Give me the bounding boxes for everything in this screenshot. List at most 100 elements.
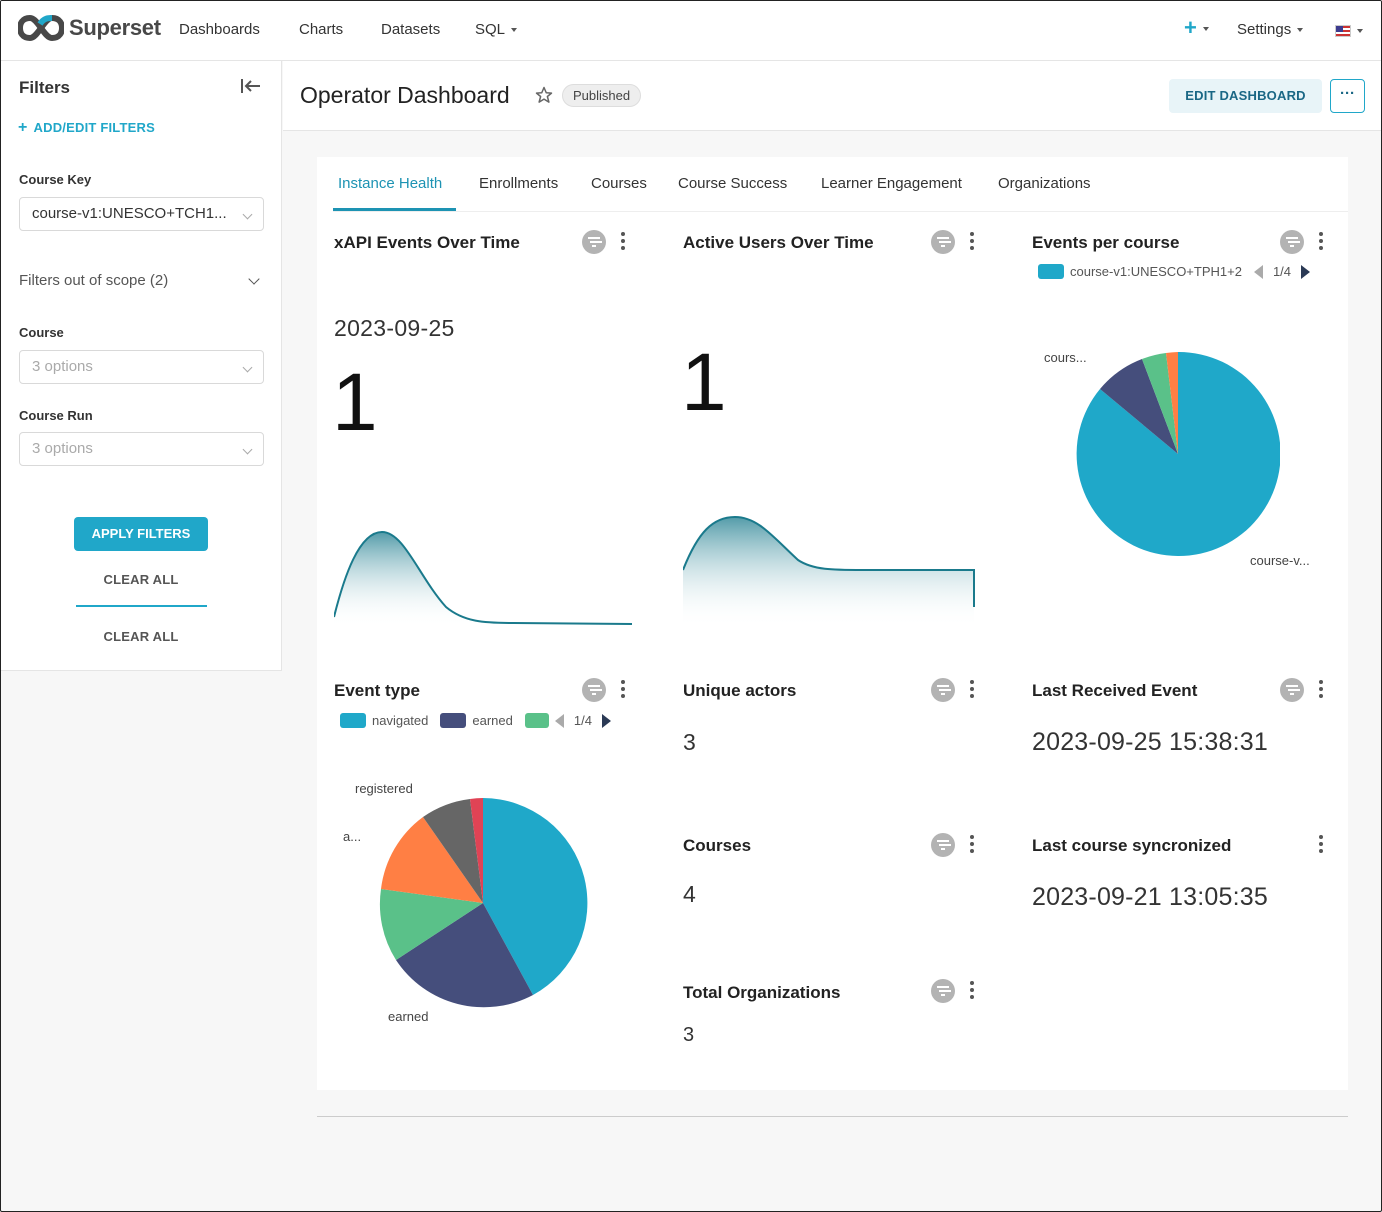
filter-icon[interactable] bbox=[582, 678, 606, 702]
active-tab-indicator bbox=[333, 208, 456, 211]
favorite-star-icon[interactable] bbox=[535, 86, 553, 104]
course-key-label: Course Key bbox=[19, 172, 92, 187]
more-vertical-icon[interactable] bbox=[619, 680, 627, 700]
filter-icon[interactable] bbox=[1280, 678, 1304, 702]
more-vertical-icon[interactable] bbox=[968, 680, 976, 700]
pie-slice[interactable] bbox=[1100, 359, 1178, 454]
events-per-course-legend: course-v1:UNESCO+TPH1+2 1/4 bbox=[1038, 264, 1311, 279]
events-per-course-pie[interactable] bbox=[1076, 352, 1280, 556]
course-run-label: Course Run bbox=[19, 408, 93, 423]
pie-slice[interactable] bbox=[396, 903, 533, 1008]
course-select[interactable]: 3 options bbox=[19, 350, 264, 384]
pie-slice[interactable] bbox=[381, 817, 483, 903]
content-bottom-divider bbox=[317, 1116, 1348, 1117]
chevron-down-icon bbox=[242, 209, 253, 220]
top-navbar: Superset Dashboards Charts Datasets SQL … bbox=[1, 1, 1381, 61]
edit-dashboard-button[interactable]: EDIT DASHBOARD bbox=[1169, 79, 1322, 113]
active-users-title: Active Users Over Time bbox=[683, 233, 874, 252]
plus-icon: + bbox=[18, 119, 28, 136]
filter-icon[interactable] bbox=[931, 833, 955, 857]
unique-actors-value: 3 bbox=[683, 729, 696, 755]
nav-charts[interactable]: Charts bbox=[299, 21, 344, 38]
more-vertical-icon[interactable] bbox=[1317, 232, 1325, 252]
add-edit-filters-button[interactable]: + ADD/EDIT FILTERS bbox=[18, 119, 155, 137]
filter-icon[interactable] bbox=[931, 678, 955, 702]
published-badge[interactable]: Published bbox=[562, 84, 642, 107]
legend-swatch bbox=[524, 713, 549, 728]
filter-icon[interactable] bbox=[582, 230, 606, 254]
events-per-course-title: Events per course bbox=[1032, 233, 1180, 252]
legend-prev-icon[interactable] bbox=[1253, 264, 1263, 279]
sidebar-divider bbox=[76, 605, 207, 607]
dashboard-tabs: Instance Health Enrollments Courses Cour… bbox=[333, 157, 1348, 212]
legend-swatch bbox=[440, 713, 467, 728]
clear-all-button[interactable]: CLEAR ALL bbox=[103, 572, 179, 587]
nav-sql[interactable]: SQL bbox=[475, 21, 518, 38]
tab-courses[interactable]: Courses bbox=[591, 175, 647, 192]
chevron-down-icon bbox=[242, 362, 253, 373]
nav-settings[interactable]: Settings bbox=[1237, 21, 1304, 38]
pie-slice[interactable] bbox=[379, 889, 483, 960]
apply-filters-button[interactable]: APPLY FILTERS bbox=[74, 517, 208, 551]
event-type-pie[interactable] bbox=[378, 798, 588, 1008]
chevron-down-icon bbox=[511, 28, 518, 33]
tab-enrollments[interactable]: Enrollments bbox=[479, 175, 559, 192]
pie-slice[interactable] bbox=[483, 798, 588, 995]
plus-icon[interactable]: + bbox=[1184, 15, 1209, 41]
more-vertical-icon[interactable] bbox=[968, 232, 976, 252]
course-run-select[interactable]: 3 options bbox=[19, 432, 264, 466]
more-vertical-icon[interactable] bbox=[1317, 835, 1325, 855]
more-vertical-icon[interactable] bbox=[968, 835, 976, 855]
legend-next-icon[interactable] bbox=[601, 713, 611, 728]
add-edit-filters-label: ADD/EDIT FILTERS bbox=[33, 120, 155, 135]
more-vertical-icon[interactable] bbox=[619, 232, 627, 252]
last-course-sync-value: 2023-09-21 13:05:35 bbox=[1032, 883, 1268, 911]
unique-actors-title: Unique actors bbox=[683, 681, 797, 700]
last-course-sync-title: Last course syncronized bbox=[1032, 836, 1232, 855]
course-key-select[interactable]: course-v1:UNESCO+TCH1... bbox=[19, 197, 264, 231]
out-of-scope-label: Filters out of scope (2) bbox=[19, 272, 169, 289]
dashboard-title: Operator Dashboard bbox=[300, 82, 510, 108]
language-flag-icon[interactable] bbox=[1335, 25, 1351, 37]
dashboard-header: Operator Dashboard Published EDIT DASHBO… bbox=[283, 61, 1381, 131]
filter-icon[interactable] bbox=[1280, 230, 1304, 254]
plus-icon-glyph: + bbox=[1184, 15, 1197, 40]
filter-icon[interactable] bbox=[931, 230, 955, 254]
nav-datasets[interactable]: Datasets bbox=[381, 21, 441, 38]
tab-course-success[interactable]: Course Success bbox=[678, 175, 788, 192]
pie-slice[interactable] bbox=[1076, 352, 1280, 556]
last-received-event-value: 2023-09-25 15:38:31 bbox=[1032, 728, 1268, 756]
superset-logo[interactable]: Superset bbox=[18, 14, 161, 42]
pie-slice[interactable] bbox=[1166, 352, 1178, 454]
filters-sidebar: Filters + ADD/EDIT FILTERS Course Key cou… bbox=[1, 61, 282, 671]
legend-prev-icon[interactable] bbox=[554, 713, 564, 728]
more-vertical-icon[interactable] bbox=[968, 981, 976, 1001]
tab-learner-engagement[interactable]: Learner Engagement bbox=[821, 175, 962, 192]
pie-label-a: a... bbox=[343, 829, 362, 844]
pie-label-course-top: cours... bbox=[1044, 350, 1087, 365]
total-organizations-value: 3 bbox=[683, 1024, 695, 1046]
filter-icon[interactable] bbox=[931, 979, 955, 1003]
legend-next-icon[interactable] bbox=[1301, 264, 1311, 279]
filters-out-of-scope-toggle[interactable]: Filters out of scope (2) bbox=[19, 272, 264, 289]
nav-dashboards[interactable]: Dashboards bbox=[179, 21, 260, 38]
pie-slice[interactable] bbox=[470, 798, 483, 903]
chevron-down-icon bbox=[242, 444, 253, 455]
tab-organizations[interactable]: Organizations bbox=[998, 175, 1091, 192]
clear-all-button-secondary[interactable]: CLEAR ALL bbox=[103, 629, 179, 644]
tab-instance-health[interactable]: Instance Health bbox=[338, 175, 443, 192]
chevron-down-icon[interactable] bbox=[1357, 29, 1363, 33]
legend-item[interactable]: navigated bbox=[372, 713, 429, 728]
more-vertical-icon[interactable] bbox=[1317, 680, 1325, 700]
course-placeholder: 3 options bbox=[32, 358, 93, 375]
chevron-down-icon bbox=[1297, 28, 1304, 33]
active-users-trendline bbox=[683, 515, 975, 627]
legend-item[interactable]: earned bbox=[472, 713, 513, 728]
legend-item[interactable]: course-v1:UNESCO+TPH1+2 bbox=[1070, 264, 1242, 279]
courses-title: Courses bbox=[683, 836, 752, 855]
more-options-button[interactable]: ··· bbox=[1330, 79, 1365, 113]
active-users-big-number: 1 bbox=[681, 337, 727, 428]
course-key-value: course-v1:UNESCO+TCH1... bbox=[32, 205, 227, 222]
collapse-sidebar-icon[interactable] bbox=[240, 77, 262, 95]
pie-slice[interactable] bbox=[423, 799, 483, 903]
